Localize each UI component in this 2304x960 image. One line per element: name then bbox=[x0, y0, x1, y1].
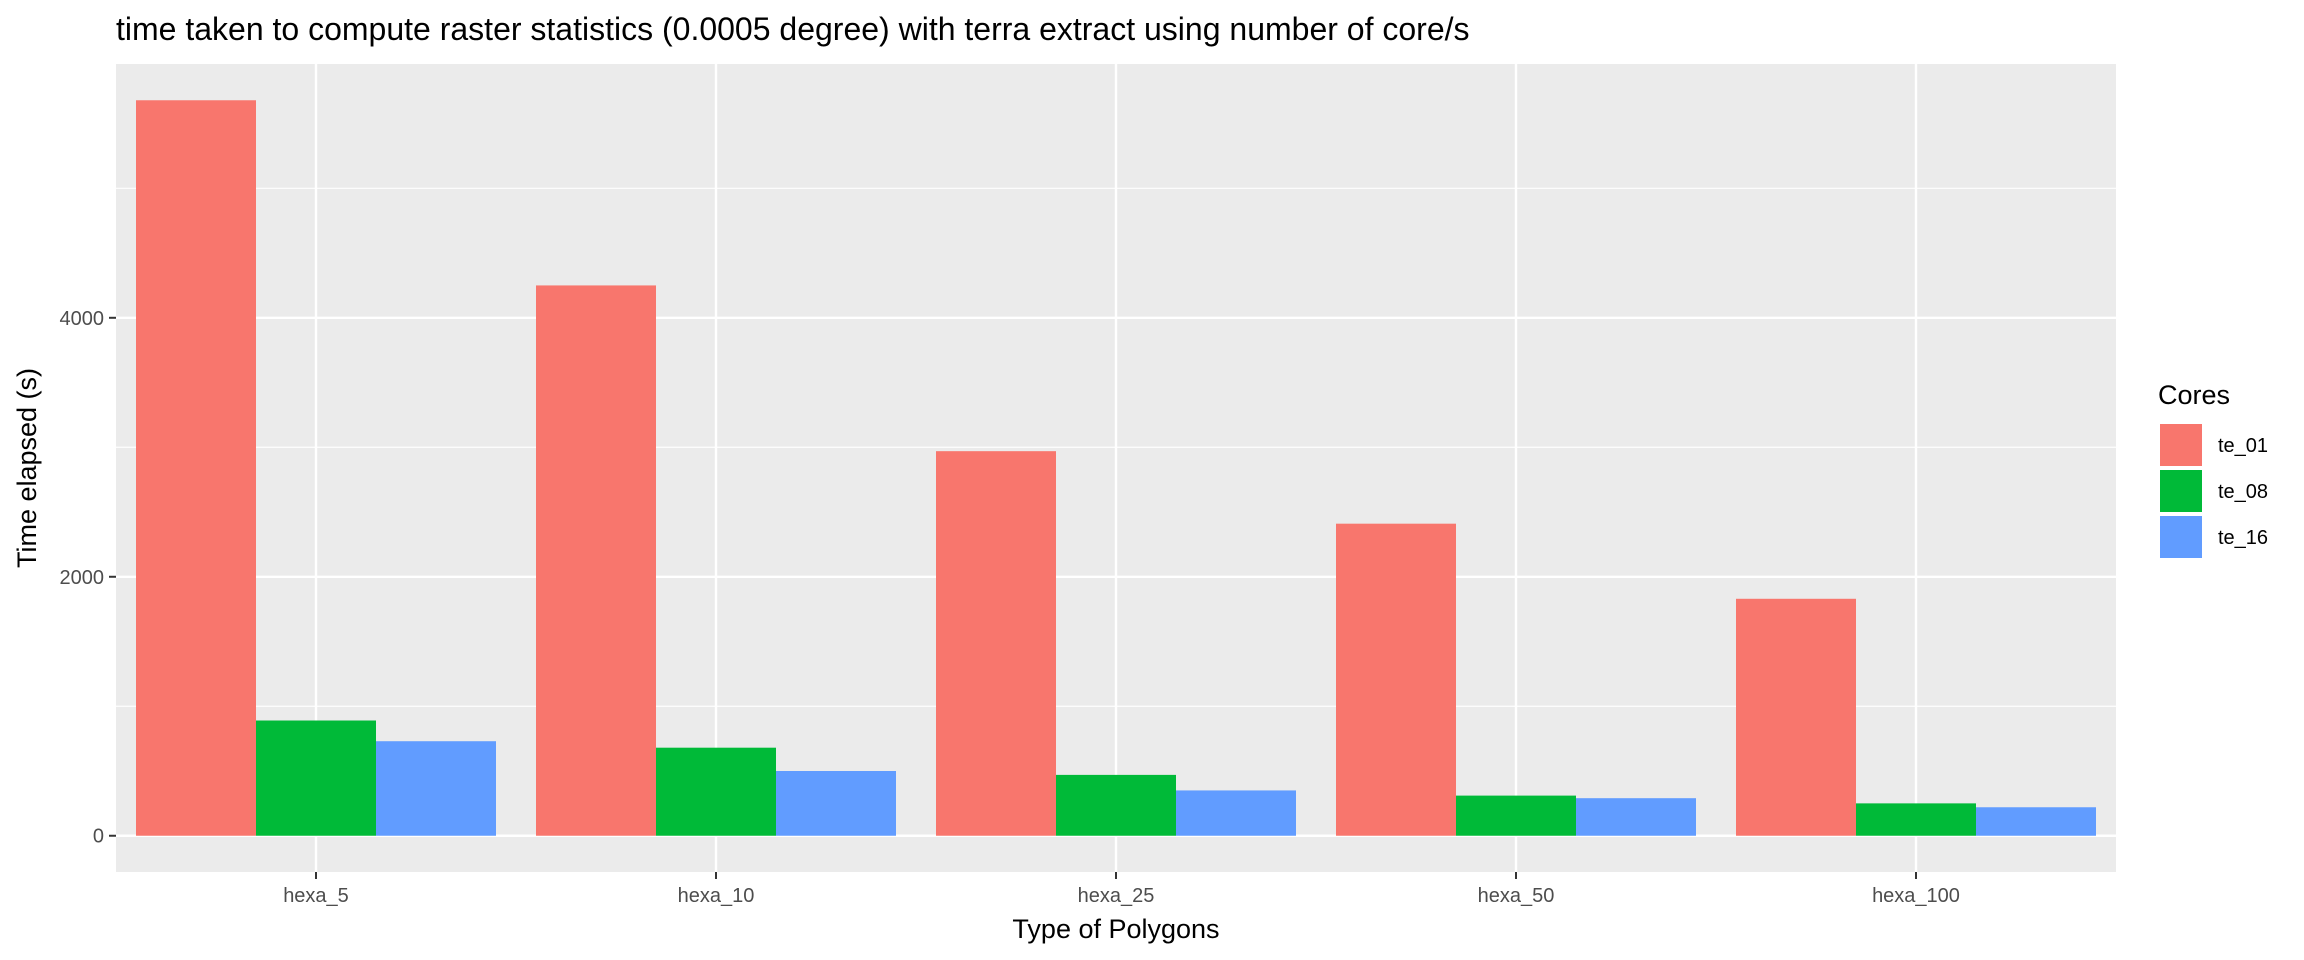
bar-te_01-hexa_10 bbox=[536, 285, 656, 836]
y-tick-label: 2000 bbox=[60, 567, 105, 589]
x-tick-label-hexa_10: hexa_10 bbox=[678, 885, 755, 907]
bar-te_01-hexa_5 bbox=[136, 100, 256, 836]
bar-te_16-hexa_5 bbox=[376, 741, 496, 836]
y-axis: 0 2000 4000 bbox=[60, 308, 116, 848]
bar-te_08-hexa_10 bbox=[656, 747, 776, 836]
bar-te_08-hexa_100 bbox=[1856, 803, 1976, 836]
x-tick-label-hexa_100: hexa_100 bbox=[1872, 885, 1960, 907]
legend-title: Cores bbox=[2158, 380, 2230, 410]
bar-te_16-hexa_25 bbox=[1176, 790, 1296, 836]
x-axis: hexa_5 hexa_10 hexa_25 hexa_50 hexa_100 bbox=[283, 872, 1960, 907]
y-tick-label: 0 bbox=[93, 826, 104, 848]
bar-te_16-hexa_100 bbox=[1976, 807, 2096, 836]
bar-te_01-hexa_100 bbox=[1736, 598, 1856, 836]
bar-te_01-hexa_50 bbox=[1336, 523, 1456, 836]
legend-key-te_08 bbox=[2160, 470, 2202, 512]
y-tick-label: 4000 bbox=[60, 308, 105, 330]
bar-te_08-hexa_25 bbox=[1056, 774, 1176, 836]
legend-label-te_08: te_08 bbox=[2218, 481, 2268, 503]
x-axis-title: Type of Polygons bbox=[1012, 914, 1219, 944]
legend-label-te_16: te_16 bbox=[2218, 527, 2268, 549]
legend-key-te_16 bbox=[2160, 516, 2202, 558]
bar-te_16-hexa_50 bbox=[1576, 798, 1696, 836]
legend: Cores te_01 te_08 te_16 bbox=[2158, 380, 2268, 558]
legend-label-te_01: te_01 bbox=[2218, 435, 2268, 457]
bar-te_16-hexa_10 bbox=[776, 771, 896, 836]
x-tick-label-hexa_25: hexa_25 bbox=[1078, 885, 1155, 907]
y-axis-title: Time elapsed (s) bbox=[12, 368, 42, 568]
chart-title: time taken to compute raster statistics … bbox=[116, 11, 1470, 47]
bar-te_08-hexa_50 bbox=[1456, 795, 1576, 836]
legend-key-te_01 bbox=[2160, 424, 2202, 466]
x-tick-label-hexa_5: hexa_5 bbox=[283, 885, 349, 907]
bar-te_08-hexa_5 bbox=[256, 720, 376, 836]
bar-te_01-hexa_25 bbox=[936, 451, 1056, 836]
bars bbox=[136, 100, 2096, 836]
x-tick-label-hexa_50: hexa_50 bbox=[1478, 885, 1555, 907]
